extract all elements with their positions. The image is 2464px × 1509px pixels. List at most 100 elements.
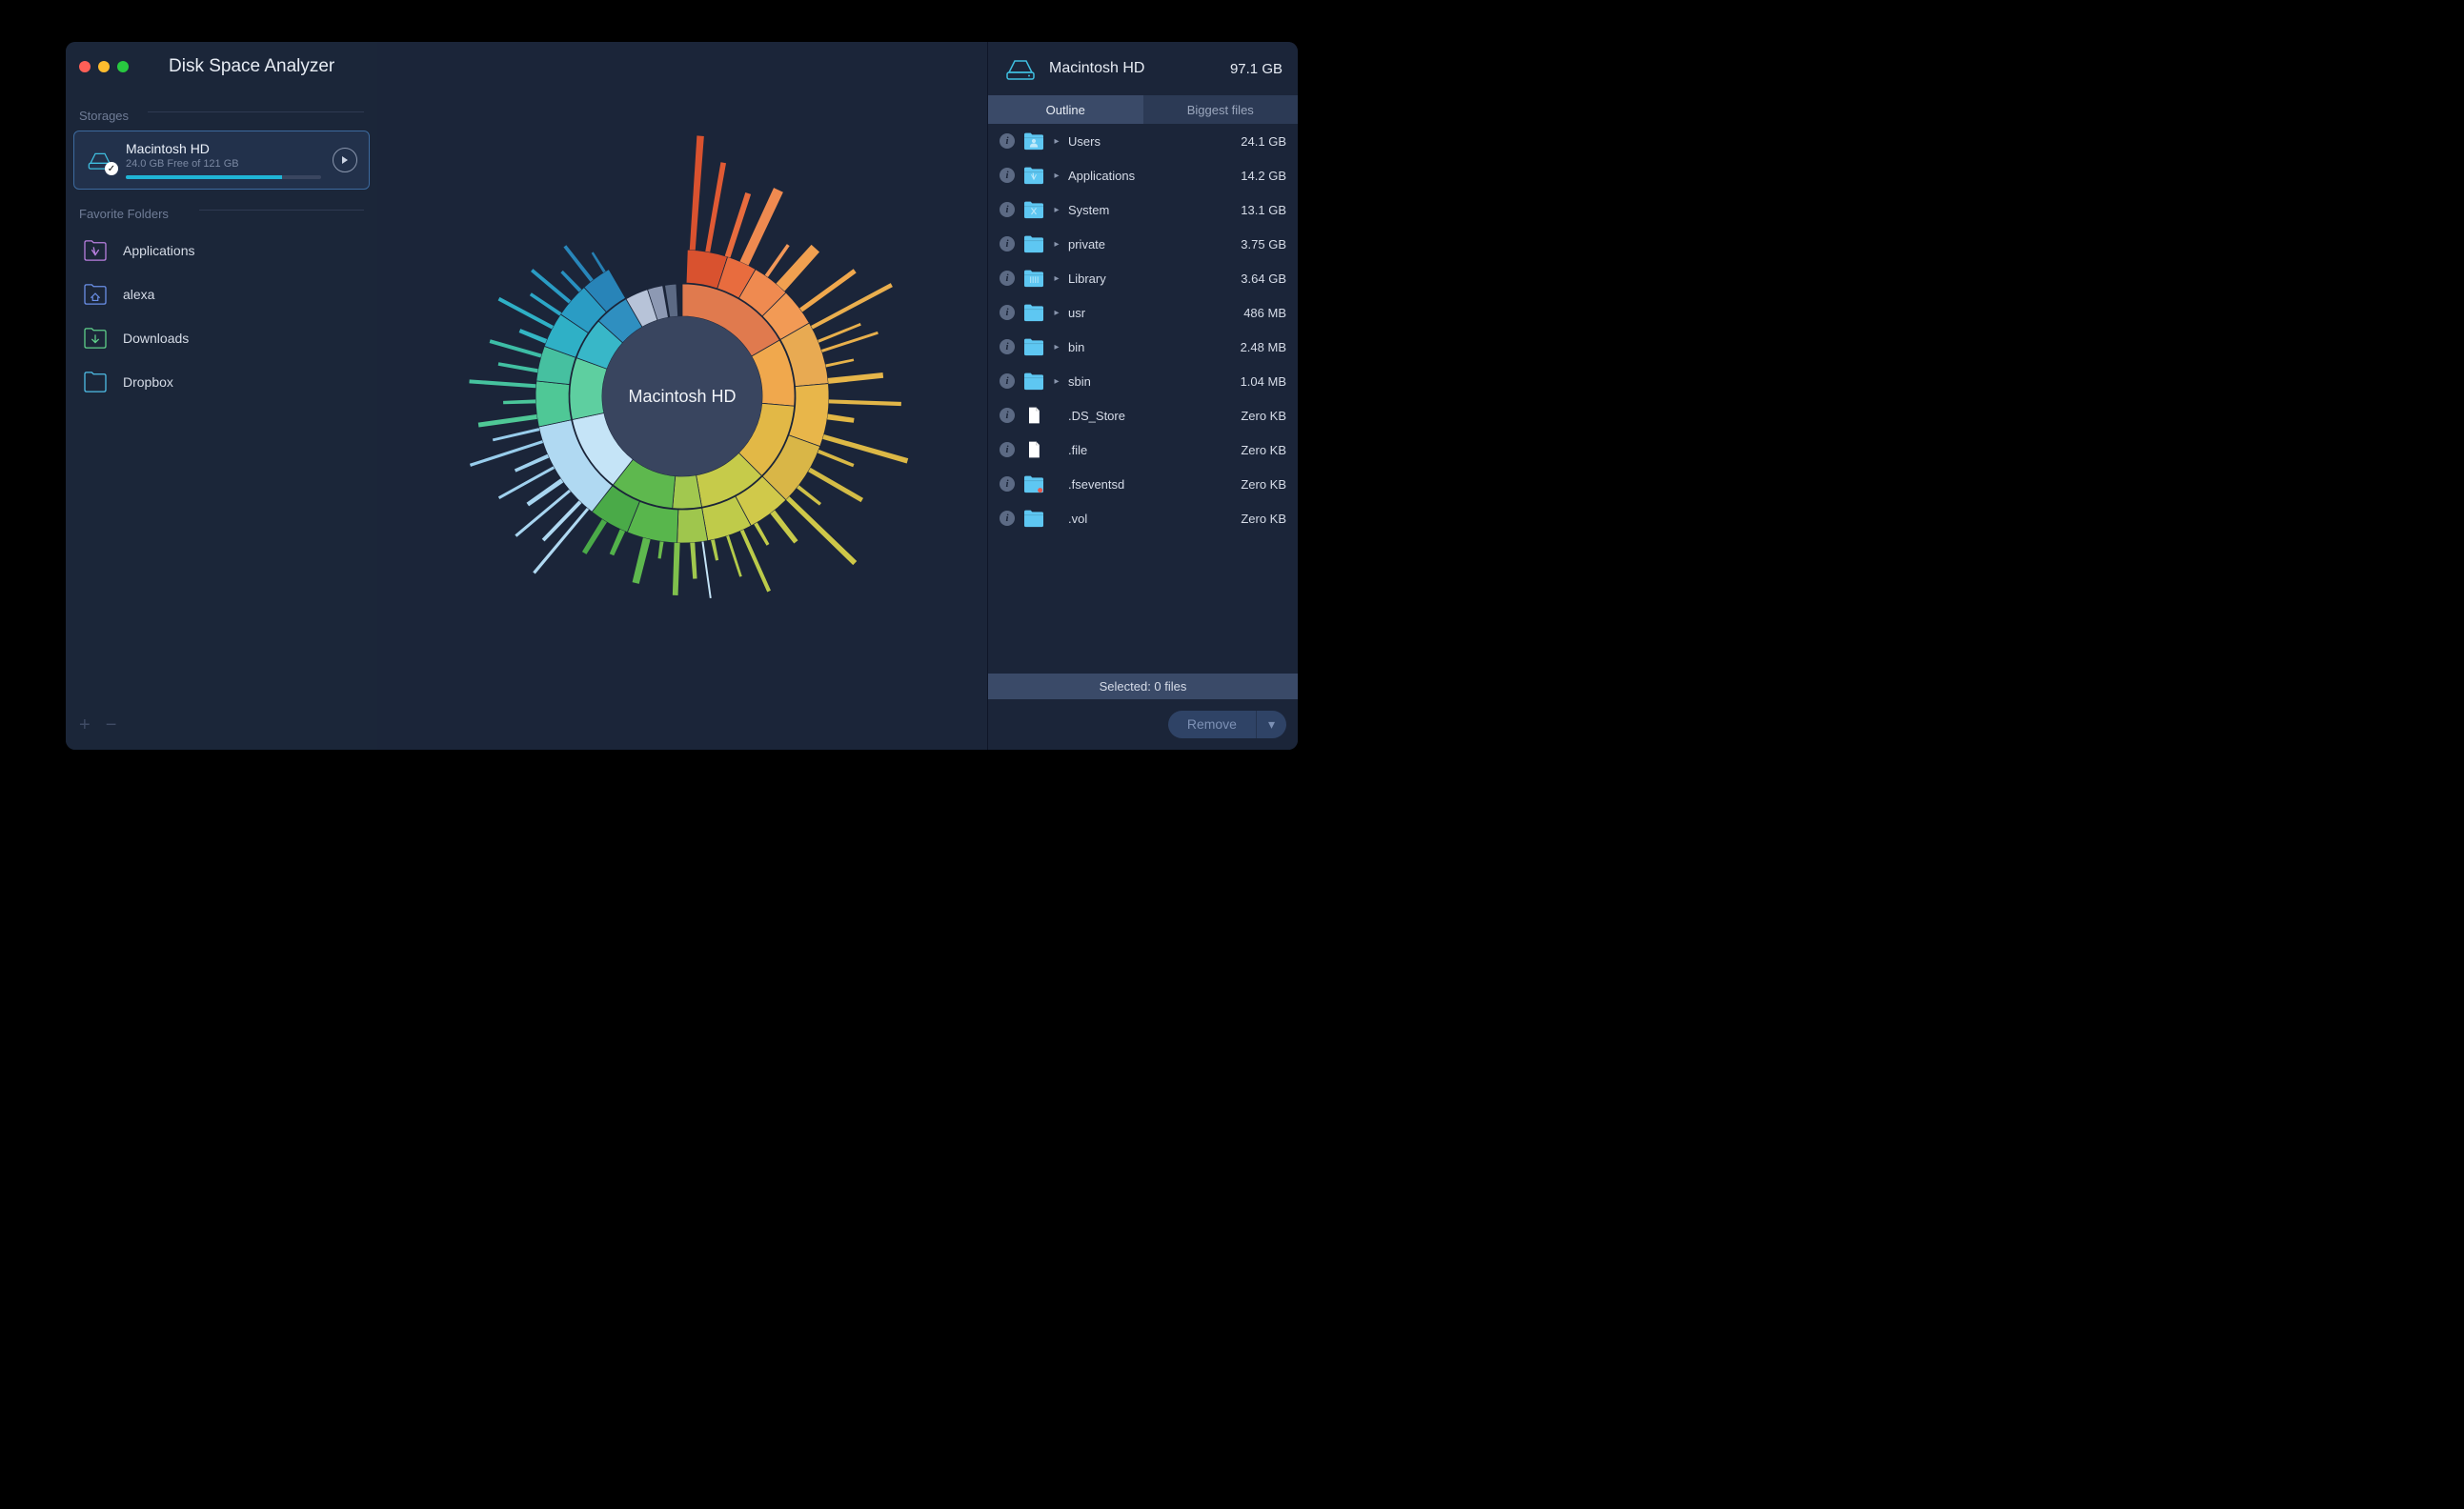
info-icon[interactable]: i [1000,511,1015,526]
chart-center-label: Macintosh HD [628,387,736,406]
file-size: 3.75 GB [1220,237,1286,252]
file-name: .vol [1068,512,1212,526]
check-badge-icon: ✓ [105,162,118,175]
storage-card[interactable]: ✓ Macintosh HD 24.0 GB Free of 121 GB [73,131,370,190]
favorite-label: alexa [123,287,154,302]
favorite-item[interactable]: Applications [66,229,377,272]
folder-icon [1022,200,1045,219]
info-icon[interactable]: i [1000,202,1015,217]
file-icon [1022,440,1045,459]
minimize-window-button[interactable] [98,61,110,72]
file-size: 486 MB [1220,306,1286,320]
file-name: bin [1068,340,1212,354]
file-icon [1022,406,1045,425]
folder-icon [83,372,108,392]
file-row[interactable]: i ▸ Library 3.64 GB [988,261,1298,295]
expand-caret[interactable]: ▸ [1053,136,1060,147]
expand-caret[interactable]: ▸ [1053,342,1060,352]
expand-caret[interactable]: ▸ [1053,171,1060,181]
info-icon[interactable]: i [1000,373,1015,389]
folder-icon [1022,303,1045,322]
selected-status-bar: Selected: 0 files [988,674,1298,699]
file-name: .file [1068,443,1212,457]
info-icon[interactable]: i [1000,271,1015,286]
file-name: sbin [1068,374,1212,389]
info-icon[interactable]: i [1000,476,1015,492]
file-name: .fseventsd [1068,477,1212,492]
file-name: .DS_Store [1068,409,1212,423]
expand-caret[interactable]: ▸ [1053,308,1060,318]
app-window: Disk Space Analyzer Storages ✓ Macintosh… [66,42,1298,750]
expand-caret[interactable]: ▸ [1053,205,1060,215]
close-window-button[interactable] [79,61,91,72]
file-row[interactable]: i ▸ usr 486 MB [988,295,1298,330]
tabs: Outline Biggest files [988,95,1298,124]
storage-name: Macintosh HD [126,141,321,156]
favorite-label: Downloads [123,331,189,346]
expand-caret[interactable]: ▸ [1053,239,1060,250]
folder-icon [83,240,108,261]
titlebar: Disk Space Analyzer [66,42,377,91]
file-name: usr [1068,306,1212,320]
storage-info: Macintosh HD 24.0 GB Free of 121 GB [126,141,321,179]
file-size: Zero KB [1220,409,1286,423]
info-icon[interactable]: i [1000,305,1015,320]
tab-biggest-files[interactable]: Biggest files [1143,95,1299,124]
file-name: Applications [1068,169,1212,183]
expand-caret[interactable]: ▸ [1053,273,1060,284]
expand-caret[interactable]: ▸ [1053,376,1060,387]
tab-outline[interactable]: Outline [988,95,1143,124]
info-icon[interactable]: i [1000,408,1015,423]
remove-button[interactable]: Remove ▾ [1168,711,1286,738]
traffic-lights [79,61,129,72]
zoom-window-button[interactable] [117,61,129,72]
add-favorite-button[interactable]: + [79,714,91,736]
remove-favorite-button[interactable]: − [106,714,117,736]
folder-icon [83,284,108,305]
file-row[interactable]: i .fseventsd Zero KB [988,467,1298,501]
folder-icon [83,328,108,349]
folder-icon [1022,509,1045,528]
storages-section-label: Storages [66,91,377,131]
file-size: 3.64 GB [1220,272,1286,286]
folder-icon [1022,337,1045,356]
favorites-list: Applications alexa Downloads Dropbox [66,229,377,404]
favorite-item[interactable]: Downloads [66,316,377,360]
file-row[interactable]: i .vol Zero KB [988,501,1298,535]
file-row[interactable]: i ▸ System 13.1 GB [988,192,1298,227]
info-icon[interactable]: i [1000,442,1015,457]
chart-area: Macintosh HD [377,42,987,750]
file-row[interactable]: i ▸ Applications 14.2 GB [988,158,1298,192]
file-row[interactable]: i ▸ private 3.75 GB [988,227,1298,261]
disk-icon [1003,55,1038,82]
scan-button[interactable] [333,148,357,172]
file-row[interactable]: i ▸ Users 24.1 GB [988,124,1298,158]
right-panel-total-size: 97.1 GB [1230,61,1282,77]
sunburst-chart[interactable]: Macintosh HD [377,44,987,749]
info-icon[interactable]: i [1000,133,1015,149]
file-row[interactable]: i .file Zero KB [988,433,1298,467]
file-row[interactable]: i ▸ bin 2.48 MB [988,330,1298,364]
storage-subtitle: 24.0 GB Free of 121 GB [126,158,321,170]
remove-button-chevron[interactable]: ▾ [1256,711,1286,738]
folder-icon [1022,234,1045,253]
file-row[interactable]: i ▸ sbin 1.04 MB [988,364,1298,398]
favorite-item[interactable]: alexa [66,272,377,316]
info-icon[interactable]: i [1000,339,1015,354]
right-panel: Macintosh HD 97.1 GB Outline Biggest fil… [987,42,1298,750]
file-size: 24.1 GB [1220,134,1286,149]
file-name: private [1068,237,1212,252]
disk-icon: ✓ [86,149,114,171]
right-panel-title: Macintosh HD [1049,60,1219,77]
info-icon[interactable]: i [1000,168,1015,183]
file-size: 13.1 GB [1220,203,1286,217]
remove-button-label: Remove [1168,711,1256,738]
folder-icon [1022,474,1045,493]
file-size: Zero KB [1220,443,1286,457]
file-row[interactable]: i .DS_Store Zero KB [988,398,1298,433]
folder-icon [1022,166,1045,185]
folder-icon [1022,372,1045,391]
info-icon[interactable]: i [1000,236,1015,252]
favorite-item[interactable]: Dropbox [66,360,377,404]
app-title: Disk Space Analyzer [169,56,334,77]
